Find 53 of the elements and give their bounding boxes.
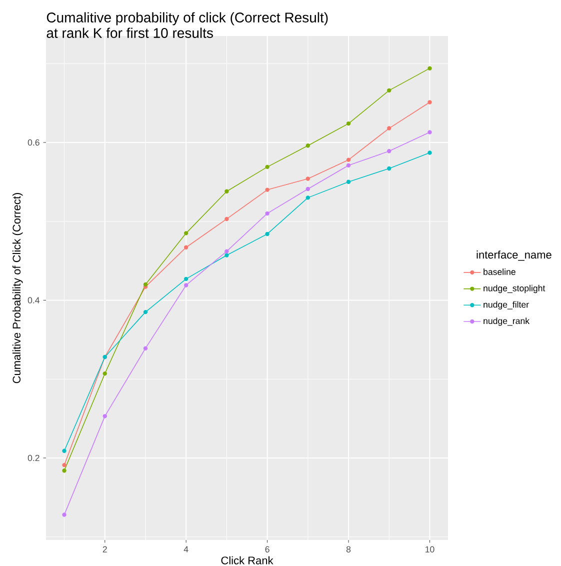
point	[428, 130, 432, 134]
point	[346, 121, 351, 126]
point	[265, 188, 270, 192]
point	[265, 164, 270, 170]
point	[306, 196, 310, 200]
legend-label: baseline	[484, 268, 516, 275]
point	[428, 100, 432, 104]
point	[184, 283, 188, 288]
point	[387, 166, 392, 171]
point	[102, 371, 107, 376]
y-tick-label: 0.6	[28, 139, 40, 146]
point	[224, 253, 229, 258]
point	[346, 180, 351, 184]
point	[62, 512, 66, 517]
legend-title: interface_name	[476, 250, 552, 261]
point	[346, 158, 351, 162]
point	[184, 276, 188, 282]
legend-label: nudge_filter	[484, 301, 529, 310]
point	[387, 88, 392, 93]
point	[387, 126, 392, 130]
point	[224, 189, 229, 194]
x-tick-label: 8	[346, 546, 351, 552]
x-tick-label: 2	[102, 546, 107, 552]
point	[428, 66, 432, 70]
point	[265, 211, 270, 216]
x-tick-label: 10	[426, 546, 434, 552]
point	[184, 231, 188, 236]
y-tick-label: 0.4	[28, 297, 40, 304]
point	[62, 462, 66, 468]
point	[143, 346, 148, 350]
point	[387, 149, 392, 154]
x-tick-label: 4	[184, 546, 188, 552]
point	[62, 448, 66, 453]
point	[184, 245, 188, 250]
point	[346, 163, 351, 168]
point	[62, 468, 66, 473]
point	[143, 282, 148, 287]
point	[224, 216, 229, 222]
chart-title: Cumalitive probability of click (Correct Result) at rank K for first 10 results	[46, 12, 328, 38]
point	[306, 176, 310, 181]
y-axis-title: Cumalitive Probability of Click (Correct)	[12, 193, 23, 384]
point	[306, 186, 310, 192]
y-tick-label: 0.2	[28, 454, 40, 462]
point	[102, 414, 107, 418]
x-axis-title: Click Rank	[221, 556, 274, 564]
legend-label: nudge_rank	[484, 318, 530, 326]
point	[224, 249, 229, 254]
point	[143, 310, 148, 314]
point	[265, 232, 270, 236]
point	[428, 150, 432, 155]
point	[306, 144, 310, 148]
legend-label: nudge_stoplight	[484, 284, 546, 294]
x-tick-label: 6	[265, 546, 270, 552]
